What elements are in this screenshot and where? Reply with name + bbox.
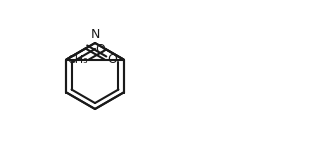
Text: O: O [95,43,105,56]
Text: CH₃: CH₃ [67,55,88,65]
Text: O: O [108,53,118,66]
Text: N: N [90,28,100,41]
